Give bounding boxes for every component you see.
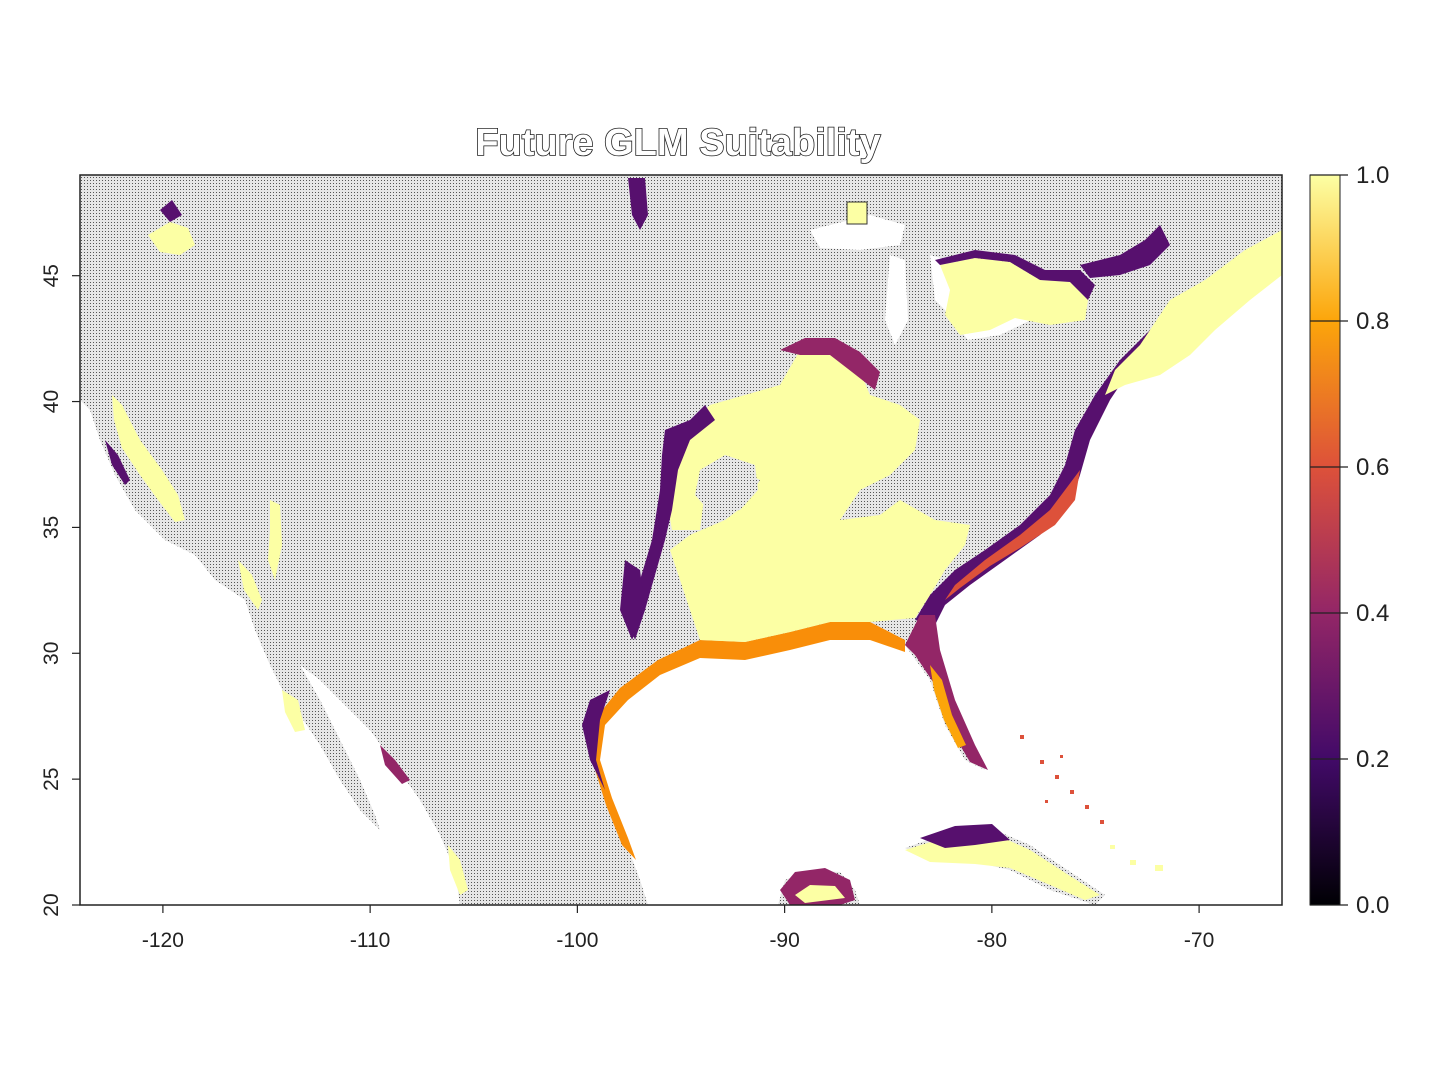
colorbar-tick-label: 1.0 bbox=[1356, 162, 1389, 189]
ozark-gap bbox=[695, 455, 758, 512]
colorbar-legend bbox=[1309, 174, 1341, 906]
lake-erie bbox=[960, 315, 1035, 340]
texas-coast-dark bbox=[582, 690, 610, 790]
plot-frame bbox=[79, 174, 1283, 906]
colorbar-tick-label: 0.0 bbox=[1356, 892, 1389, 919]
northeast-dark bbox=[1080, 225, 1170, 278]
great-lakes-rim bbox=[940, 258, 1088, 335]
sw-river-strip bbox=[268, 500, 282, 580]
pnw-patch bbox=[148, 222, 195, 255]
map-panel bbox=[80, 175, 1282, 905]
atlantic-coast-band bbox=[915, 310, 1170, 625]
y-tick-label: 40 bbox=[40, 390, 63, 413]
colorbar-tick-label: 0.8 bbox=[1356, 308, 1389, 335]
colorbar-gradient bbox=[1309, 174, 1341, 906]
ohio-fringe bbox=[780, 338, 880, 390]
y-tick-label: 35 bbox=[40, 516, 63, 539]
ontario-patch bbox=[846, 201, 868, 225]
colorbar-tick-label: 0.2 bbox=[1356, 746, 1389, 773]
baja-strip bbox=[238, 560, 262, 610]
mexico-pacific-dark bbox=[380, 745, 410, 784]
chart-title: Future GLM Suitability bbox=[475, 122, 880, 164]
cuba-high bbox=[905, 832, 1100, 900]
y-tick-label: 45 bbox=[40, 264, 63, 287]
colorbar-tick-label: 0.6 bbox=[1356, 454, 1389, 481]
lake-michigan bbox=[885, 255, 908, 345]
x-tick-label: -120 bbox=[142, 929, 184, 952]
caribbean-speckles bbox=[1110, 845, 1163, 871]
yucatan-high bbox=[795, 885, 845, 903]
x-tick-label: -90 bbox=[769, 929, 799, 952]
y-tick-label: 20 bbox=[40, 893, 63, 916]
x-axis: -120 -110 -100 -90 -80 -70 bbox=[142, 905, 1214, 952]
lake-superior bbox=[810, 215, 905, 250]
baja-south-strip bbox=[282, 690, 305, 732]
mexico-south-coast bbox=[448, 845, 468, 895]
pnw-dark bbox=[160, 200, 182, 222]
cuba-dark bbox=[920, 824, 1010, 848]
mississippi-north-dark bbox=[628, 178, 648, 230]
florida-core bbox=[930, 665, 966, 748]
suitability-raster bbox=[105, 178, 1282, 905]
north-america-land bbox=[80, 175, 1282, 905]
y-tick-label: 30 bbox=[40, 642, 63, 665]
rio-grande-dark bbox=[620, 560, 645, 640]
northeast-high bbox=[1105, 230, 1282, 395]
great-lakes-rim-dark bbox=[935, 250, 1095, 300]
california-coast-dark bbox=[105, 440, 130, 485]
x-tick-label: -110 bbox=[350, 929, 390, 952]
x-tick-label: -80 bbox=[977, 929, 1007, 952]
southeast-core bbox=[665, 345, 970, 642]
x-tick-label: -100 bbox=[556, 929, 598, 952]
atlantic-coast-highlight bbox=[945, 470, 1080, 600]
colorbar-ticks: 0.0 0.2 0.4 0.6 0.8 1.0 bbox=[1310, 162, 1389, 919]
colorbar-tick-label: 0.4 bbox=[1356, 600, 1389, 627]
x-tick-label: -70 bbox=[1184, 929, 1214, 952]
y-axis: 20 25 30 35 40 45 bbox=[40, 264, 80, 917]
california-valley bbox=[112, 395, 185, 522]
midwest-fringe bbox=[628, 405, 715, 640]
y-tick-label: 25 bbox=[40, 767, 63, 790]
gulf-coast-band bbox=[592, 622, 905, 860]
florida-band bbox=[905, 615, 988, 770]
bahamas-speckles bbox=[1020, 735, 1104, 824]
